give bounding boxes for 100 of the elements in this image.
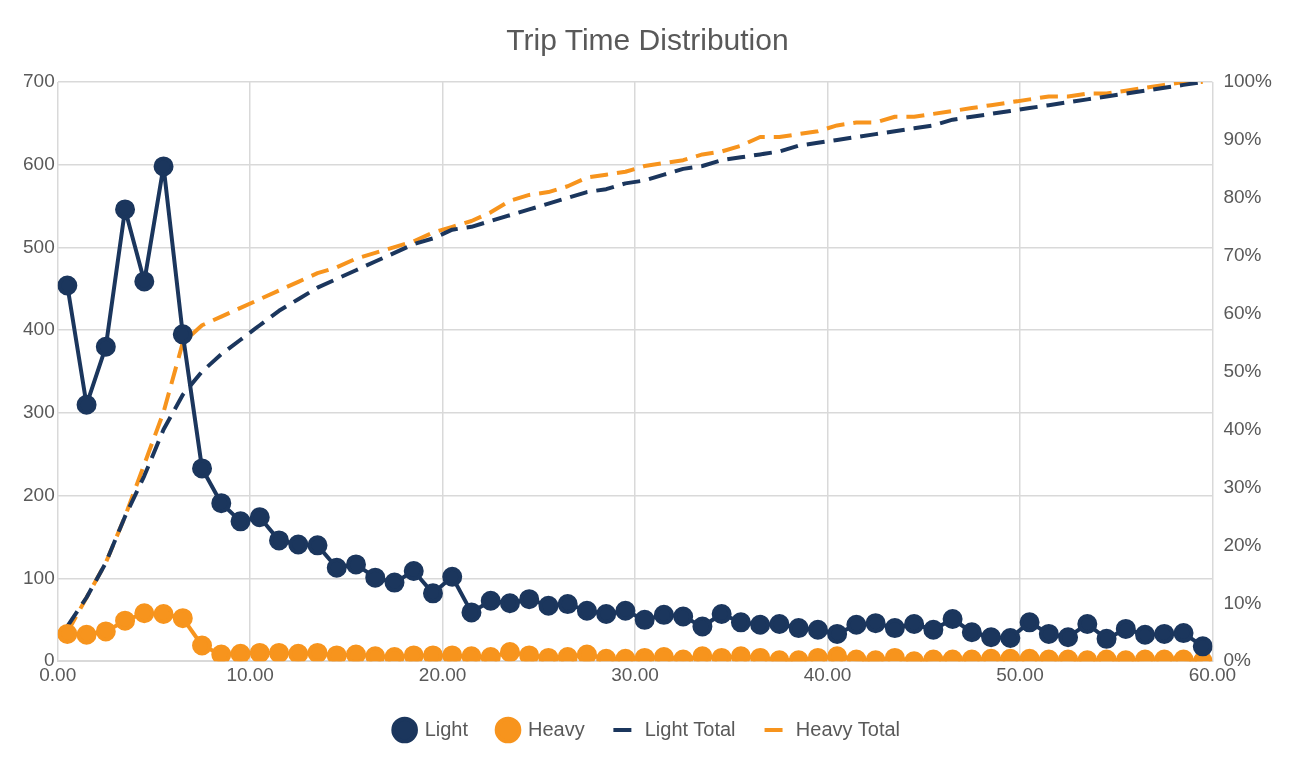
point [1058,627,1079,648]
x-tick-label: 30.00 [611,663,659,685]
y-tick-label: 400 [23,318,55,340]
point [865,613,886,634]
point [499,593,520,614]
point [981,627,1002,648]
x-tick-label: 10.00 [226,663,274,685]
y2-tick-label: 40% [1223,417,1262,439]
y2-tick-label: 60% [1223,301,1262,323]
y-tick-label: 600 [23,152,55,174]
y-tick-label: 200 [23,483,55,505]
y2-tick-label: 90% [1223,128,1262,150]
y-tick-label: 100 [23,566,55,588]
legend-label: Light [424,717,469,740]
point [461,646,482,662]
point [365,567,386,588]
x-tick-label: 50.00 [996,663,1044,685]
point [230,511,251,532]
point [615,600,636,621]
point [326,645,347,662]
point [576,644,597,662]
point [288,534,309,555]
point [172,324,193,345]
y-tick-label: 500 [23,235,55,257]
point [942,609,963,629]
point [519,645,540,662]
point [1173,623,1194,644]
point [730,612,751,633]
point [384,572,405,593]
point [769,613,790,634]
point [134,603,155,624]
point [269,642,290,662]
point [249,507,270,528]
point [442,566,463,587]
point [653,604,674,625]
point [192,635,213,656]
point [519,589,540,610]
point [307,642,328,662]
point [1096,628,1117,649]
point [422,583,443,604]
point [422,645,443,662]
x-tick-label: 40.00 [803,663,852,685]
point [95,621,116,642]
legend-label: Heavy [528,717,585,740]
point [576,600,597,621]
point [827,623,848,644]
point [95,336,116,357]
point [711,604,732,625]
point [346,644,366,662]
point [807,619,828,640]
point [1077,613,1098,634]
point [153,604,174,625]
point [480,590,501,611]
point [403,645,424,662]
point [538,595,559,616]
point [692,646,713,662]
chart-title: Trip Time Distribution [506,23,789,57]
point [134,271,155,292]
point [1115,618,1136,639]
point [365,646,386,662]
point [557,594,578,615]
point [1154,623,1175,644]
point [750,614,771,635]
y2-tick-label: 20% [1223,533,1262,555]
y2-tick-label: 50% [1223,359,1262,381]
point [904,613,925,634]
y-tick-label: 300 [23,401,55,423]
point [788,618,809,639]
point [1192,636,1213,657]
point [76,394,97,415]
point [923,619,944,640]
point [730,646,751,662]
point [57,275,78,296]
point [442,645,463,662]
point [403,561,424,582]
y2-tick-label: 80% [1223,186,1262,208]
point [884,618,905,639]
legend-label: Heavy Total [795,717,901,740]
point [115,610,136,631]
legend-label: Light Total [644,717,736,740]
point [634,609,655,630]
point [1019,612,1040,633]
point [1135,624,1156,645]
point [692,616,713,637]
point [57,623,78,644]
point [499,642,520,662]
x-tick-label: 20.00 [418,663,467,685]
y2-tick-label: 10% [1223,591,1262,613]
point [76,624,97,645]
y2-tick-label: 30% [1223,475,1262,497]
point [211,644,232,662]
point [461,602,482,623]
point [249,642,270,662]
point [1038,623,1059,644]
point [846,614,867,635]
point [827,646,848,662]
point [192,458,213,479]
point [153,156,174,177]
point [269,530,290,551]
y2-tick-label: 70% [1223,243,1262,265]
